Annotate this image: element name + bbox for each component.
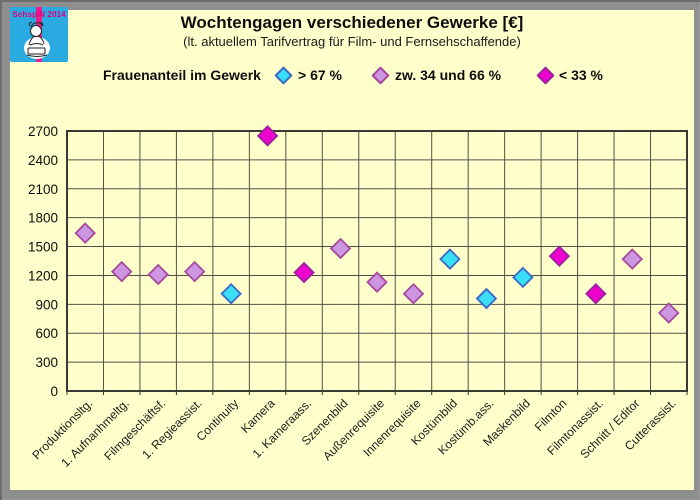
y-axis-tick-label: 1500 xyxy=(28,240,58,255)
data-point xyxy=(147,263,169,286)
data-point xyxy=(621,248,644,270)
y-axis-tick-label: 600 xyxy=(35,326,58,341)
logo-text: SchspIN 2014 xyxy=(12,10,66,19)
data-point xyxy=(183,260,206,283)
legend-label-gt67: > 67 % xyxy=(298,67,342,83)
y-axis-tick-label: 2700 xyxy=(28,124,58,139)
chart-title: Wochtengagen verschiedener Gewerke [€] xyxy=(180,13,524,32)
y-axis-tick-label: 1800 xyxy=(28,211,58,226)
chart-header: Wochtengagen verschiedener Gewerke [€] (… xyxy=(10,12,694,50)
y-axis-tick-label: 1200 xyxy=(28,268,58,283)
y-axis-tick-label: 2100 xyxy=(28,182,58,197)
legend-label-mid: zw. 34 und 66 % xyxy=(395,67,502,83)
logo-figure-icon xyxy=(24,21,50,59)
data-point xyxy=(548,245,571,267)
y-axis-tick-label: 300 xyxy=(35,355,58,370)
chart-canvas: Wochtengagen verschiedener Gewerke [€] (… xyxy=(10,10,694,490)
data-point xyxy=(74,222,97,244)
y-axis-tick-label: 900 xyxy=(35,297,58,312)
data-point xyxy=(475,287,498,310)
data-point xyxy=(110,260,133,283)
plot-border xyxy=(66,130,688,392)
data-point xyxy=(402,282,425,305)
data-point xyxy=(657,302,680,324)
data-point xyxy=(585,282,607,305)
chart-legend: Frauenanteil im Gewerk > 67 % zw. 34 und… xyxy=(10,10,694,110)
y-axis-tick-label: 0 xyxy=(50,384,58,399)
data-point xyxy=(220,282,242,305)
wage-scatter-chart: 0300600900120015001800210024002700Produk… xyxy=(28,124,688,470)
data-point xyxy=(439,248,461,270)
y-axis-tick-label: 2400 xyxy=(28,153,58,168)
legend-title: Frauenanteil im Gewerk xyxy=(103,67,261,83)
data-point xyxy=(512,266,534,289)
schspin-logo: SchspIN 2014 xyxy=(10,7,68,62)
chart-subtitle: (lt. aktuellem Tarifvertrag für Film- un… xyxy=(183,34,521,49)
legend-label-lt33: < 33 % xyxy=(559,67,603,83)
data-point xyxy=(256,125,279,147)
data-point xyxy=(293,261,315,284)
data-point xyxy=(366,271,388,293)
data-point xyxy=(329,237,352,260)
